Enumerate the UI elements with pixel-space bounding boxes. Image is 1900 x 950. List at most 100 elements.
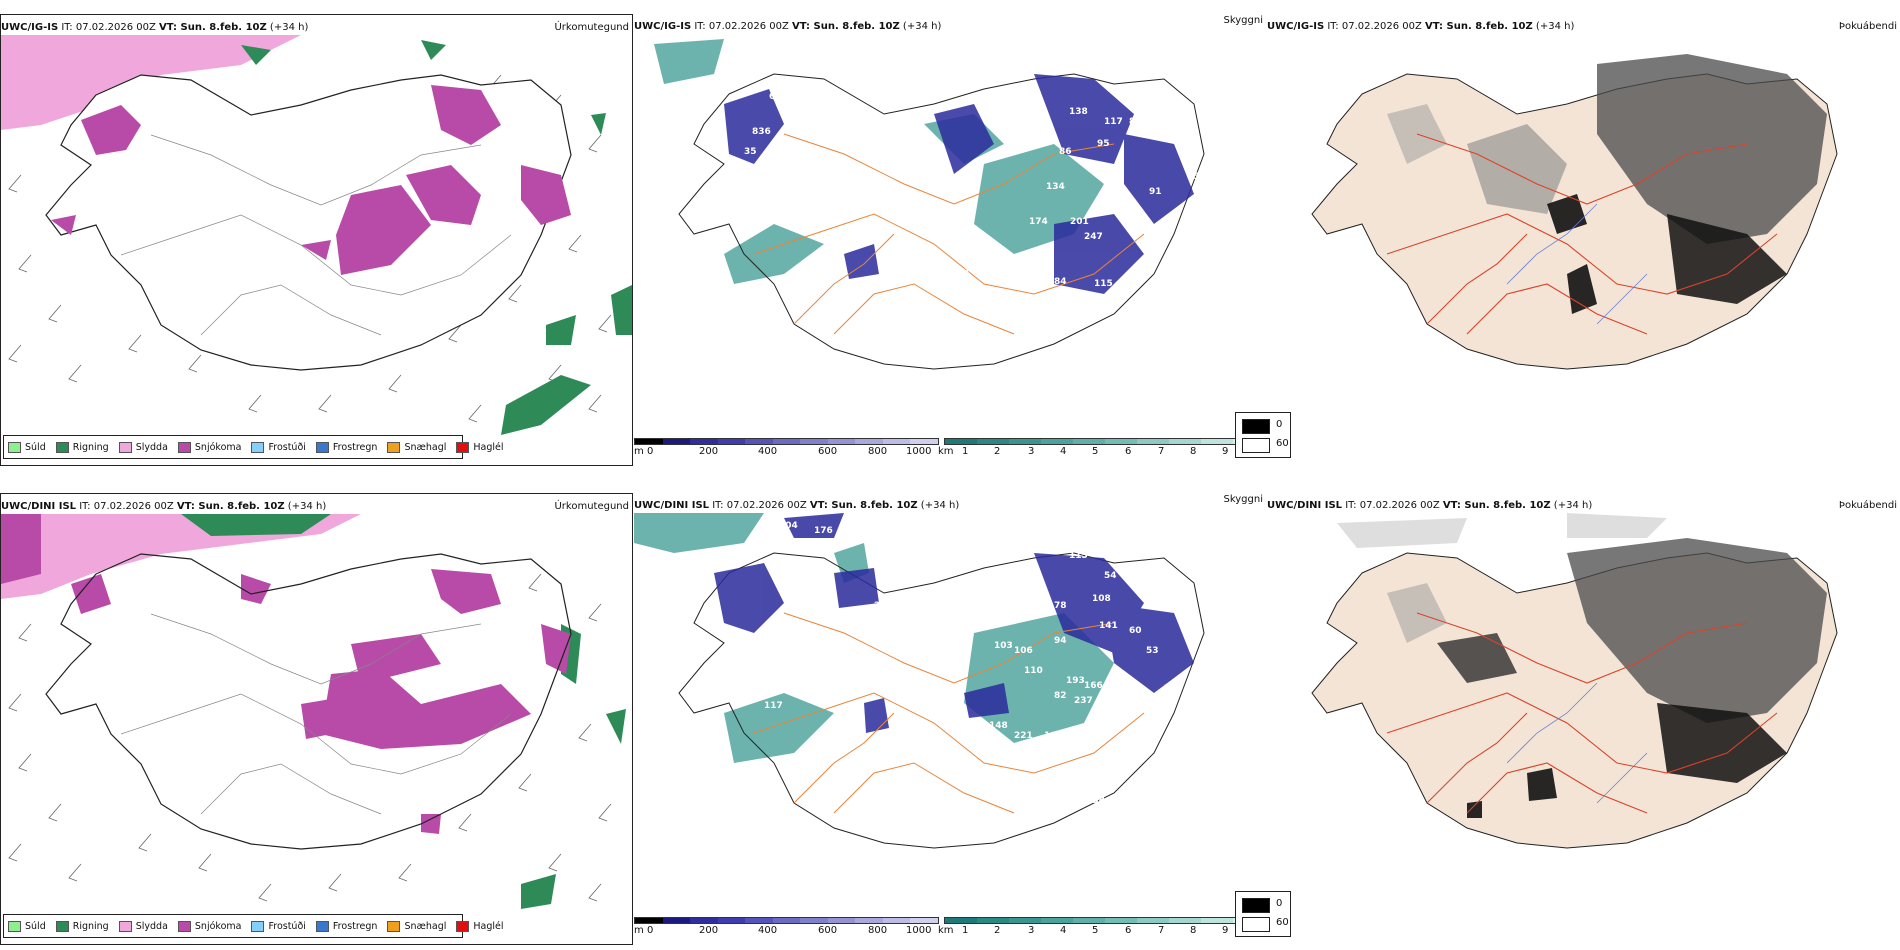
vis-label: 18 <box>979 531 992 541</box>
init-time: IT: 07.02.2026 00Z <box>1324 21 1426 32</box>
ceiling-colorbar: m 0 200 400 600 800 1000 <box>634 438 939 460</box>
ceiling-tick: 1000 <box>906 446 932 457</box>
offshore-fog <box>1337 513 1667 548</box>
road-network <box>1386 612 1778 814</box>
vis-label: 100 <box>1109 711 1128 721</box>
legend-swatch <box>177 441 191 453</box>
parameter-name: Þokuábendi <box>1838 500 1897 511</box>
iceland-coastline <box>678 73 1205 370</box>
visibility-tick: 5 <box>1092 925 1099 936</box>
ceiling-tick: 400 <box>758 925 778 936</box>
visibility-tick: 1 <box>962 925 969 936</box>
vis-label: 69 <box>769 92 782 102</box>
vis-label: 82 <box>1054 691 1067 701</box>
wind-barbs <box>8 573 612 902</box>
vis-label: 117 <box>1104 117 1123 127</box>
vis-label: 196 <box>1062 766 1081 776</box>
vis-label: 129 <box>1099 299 1118 309</box>
panel-title: UWC/IG-IS IT: 07.02.2026 00Z VT: Sun. 8.… <box>634 15 1266 36</box>
vis-label: 84 <box>1054 277 1067 287</box>
ceiling-colorbar: m 0 200 400 600 800 1000 <box>634 917 939 939</box>
fog-legend-max-swatch <box>1242 898 1270 913</box>
visibility-tick: 4 <box>1060 925 1067 936</box>
visibility-panel-ig: UWC/IG-IS IT: 07.02.2026 00Z VT: Sun. 8.… <box>634 14 1266 466</box>
road-network <box>120 134 512 336</box>
vis-label: 148 <box>989 721 1008 731</box>
vis-label: 89 <box>896 257 909 267</box>
model-name: UWC/IG-IS <box>1 22 59 33</box>
init-time: IT: 07.02.2026 00Z <box>709 500 810 511</box>
sleet-area <box>1 35 301 130</box>
vis-label: 296 <box>1212 142 1231 152</box>
lead-time: (+34 h) <box>917 500 960 511</box>
legend-swatch <box>456 441 470 453</box>
legend-item: Haglél <box>456 441 504 453</box>
visibility-labels: 274 69 836 35 103 104 84 70 89 62 75 138… <box>704 52 1231 309</box>
visibility-tick: 7 <box>1158 446 1165 457</box>
vis-label: 103 <box>994 641 1013 651</box>
fog-indicator-panel-dini: UWC/DINI ISL IT: 07.02.2026 00Z VT: Sun.… <box>1235 493 1900 945</box>
vis-label: 86 <box>1059 147 1072 157</box>
legend-swatch <box>8 441 21 453</box>
vis-label: 109 <box>896 714 915 724</box>
vis-label: 110 <box>1024 666 1043 676</box>
vis-label: 26 <box>874 601 887 611</box>
ceiling-tick: 600 <box>818 925 838 936</box>
vis-label: 91 <box>1149 187 1162 197</box>
vis-label: 53 <box>1146 646 1159 656</box>
vis-label: 103 <box>766 167 785 177</box>
legend-item: Slydda <box>118 441 168 453</box>
vis-label: 138 <box>1069 107 1088 117</box>
legend-item: Súld <box>8 441 46 453</box>
vis-label: 134 <box>1046 182 1065 192</box>
legend-swatch <box>315 920 329 932</box>
vis-label: 166 <box>1084 681 1103 691</box>
parameter-name: Skyggni <box>1223 494 1263 505</box>
vis-label: 836 <box>752 127 771 137</box>
visibility-tick: 3 <box>1028 925 1035 936</box>
precip-type-legend: Súld Rigning Slydda Snjókoma Frostúði Fr… <box>3 914 504 938</box>
rain-areas <box>241 40 632 435</box>
precip-map <box>1 35 632 435</box>
visibility-unit: km <box>938 446 954 457</box>
init-time: IT: 07.02.2026 00Z <box>58 22 160 33</box>
ceiling-tick: 400 <box>758 446 778 457</box>
lead-time: (+34 h) <box>266 22 309 33</box>
road-network <box>753 133 1145 335</box>
iceland-coastline <box>45 553 572 850</box>
visibility-tick: 2 <box>994 446 1001 457</box>
fog-legend-min-label: 60 <box>1276 438 1289 449</box>
valid-time: VT: Sun. 8.feb. 10Z <box>809 500 918 511</box>
legend-item: Snæhagl <box>387 441 446 453</box>
init-time: IT: 07.02.2026 00Z <box>691 21 793 32</box>
rain-areas <box>181 514 626 909</box>
visibility-unit: km <box>938 925 954 936</box>
ceiling-colorbar-bar <box>634 917 939 924</box>
legend-swatch <box>387 441 401 453</box>
panel-title: UWC/DINI ISL IT: 07.02.2026 00Z VT: Sun.… <box>1267 499 1900 515</box>
visibility-tick: 9 <box>1222 446 1229 457</box>
panel-title: UWC/IG-IS IT: 07.02.2026 00Z VT: Sun. 8.… <box>1267 20 1900 36</box>
vis-label: 73 <box>1164 684 1177 694</box>
lead-time: (+34 h) <box>1550 500 1593 511</box>
vis-label: 162 <box>1044 731 1063 741</box>
lead-time: (+34 h) <box>1532 21 1575 32</box>
precip-type-panel-dini: UWC/DINI ISL IT: 07.02.2026 00Z VT: Sun.… <box>0 493 633 945</box>
ceiling-tick: 200 <box>699 446 719 457</box>
legend-item: Rigning <box>55 920 109 932</box>
precip-type-panel-ig: UWC/IG-IS IT: 07.02.2026 00Z VT: Sun. 8.… <box>0 14 633 466</box>
ceiling-tick: 0 <box>647 925 654 936</box>
vis-label: 221 <box>1014 731 1033 741</box>
legend-swatch <box>456 920 470 932</box>
visibility-tick: 9 <box>1222 925 1229 936</box>
ceiling-tick: 0 <box>647 446 654 457</box>
vis-label: 115 <box>1019 282 1038 292</box>
lead-time: (+34 h) <box>284 501 327 512</box>
model-name: UWC/DINI ISL <box>1 501 77 512</box>
river-network <box>1506 682 1648 804</box>
legend-swatch <box>315 441 329 453</box>
ceiling-tick: 800 <box>868 925 888 936</box>
legend-item: Súld <box>8 920 46 932</box>
precip-map <box>1 514 626 909</box>
visibility-colorbar: km 1 2 3 4 5 6 7 8 9 10 <box>938 438 1266 460</box>
